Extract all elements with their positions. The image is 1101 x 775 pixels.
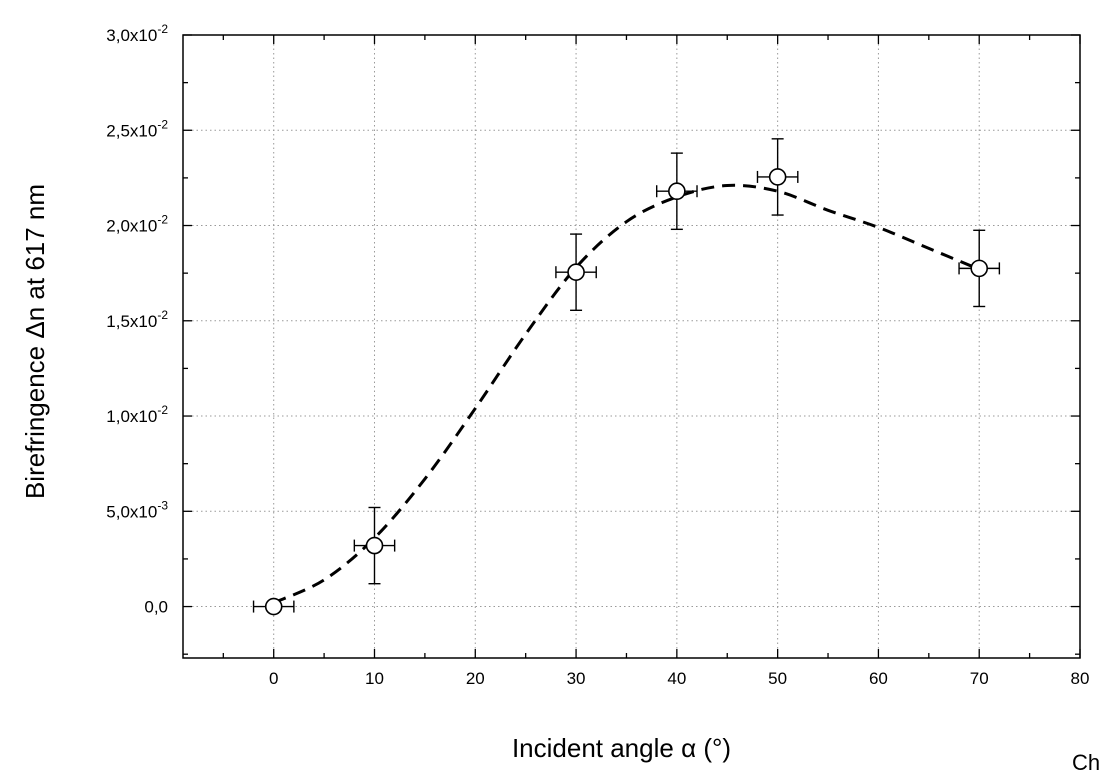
x-tick-label: 0 [269,669,278,688]
point-marker [567,263,585,281]
y-tick-label: 1,5x10-2 [106,308,168,331]
point-marker [264,597,283,616]
x-tick-label: 30 [567,669,586,688]
x-tick-label: 70 [970,669,989,688]
x-tick-label: 20 [466,669,485,688]
x-tick-label: 60 [869,669,888,688]
data-point [958,229,1001,308]
data-point [756,138,799,216]
data-point [353,506,396,585]
point-marker [365,536,384,555]
y-tick-labels: 0,0 5,0x10-3 1,0x10-2 1,5x10-2 2,0x10-2 2,5x1… [106,22,168,617]
y-tick-label: 1,0x10-2 [106,403,168,426]
y-axis-title: Birefringence Δn at 617 nm [20,184,50,499]
fit-curve [273,183,980,605]
data-point [655,152,698,231]
x-tick-label: 50 [768,669,787,688]
y-tick-label: 3,0x10-2 [106,22,168,45]
x-axis-title: Incident angle α (°) [512,733,731,763]
fit-curve-group [273,183,980,605]
point-marker [768,168,787,186]
plot-border [182,34,1081,659]
axis-ticks [183,34,1081,658]
data-point [555,233,597,312]
x-tick-label: 40 [667,669,686,688]
y-tick-label: 2,5x10-2 [106,117,168,140]
y-tick-label: 2,0x10-2 [106,213,168,236]
y-tick-label: 0,0 [144,598,168,617]
y-tick-label: 5,0x10-3 [106,498,168,521]
x-tick-label: 10 [365,669,384,688]
x-tick-label: 80 [1071,669,1090,688]
point-marker [970,259,989,278]
corner-note: Ch [1072,750,1101,775]
data-point [252,597,295,616]
x-tick-labels: 0 10 20 30 40 50 60 70 80 [269,669,1089,688]
grid-lines [183,35,1080,658]
point-marker [668,182,686,201]
data-points [252,138,1001,616]
plot-frame [182,34,1081,659]
